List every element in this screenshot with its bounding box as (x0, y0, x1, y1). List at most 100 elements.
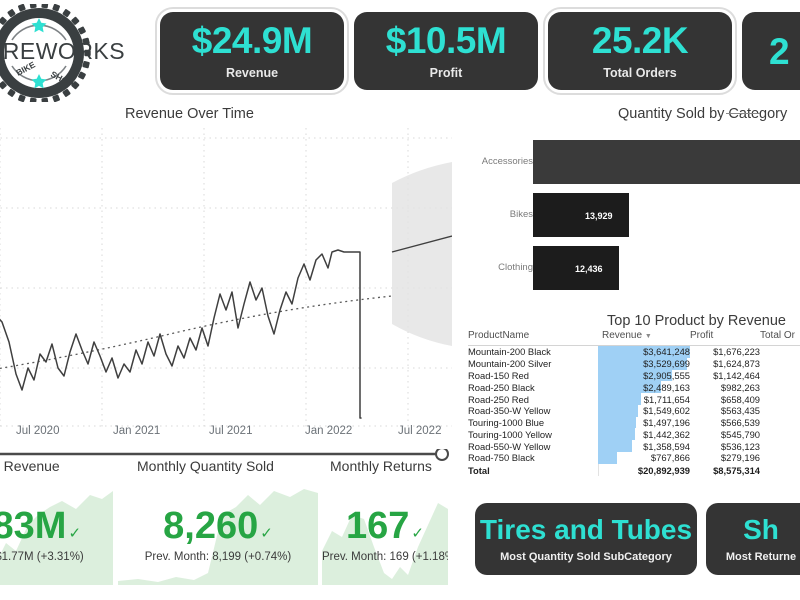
bar-rect[interactable] (533, 246, 619, 290)
revenue-over-time-chart[interactable] (0, 128, 453, 428)
cell-profit: $658,409 (720, 393, 760, 405)
mini-value-text: 8,260 (163, 505, 259, 547)
subcard-most-quantity-sold[interactable]: Tires and Tubes Most Quantity Sold SubCa… (475, 503, 697, 575)
mini-card-value: .83M✓ (0, 507, 113, 545)
subcard-value: Tires and Tubes (479, 513, 693, 545)
cell-revenue: $1,711,654 (598, 393, 690, 405)
cell-profit: $982,263 (720, 381, 760, 393)
line-chart-xaxis: Jul 2020 Jan 2021 Jul 2021 Jan 2022 Jul … (0, 425, 452, 447)
col-revenue[interactable]: Revenue ▼ (598, 330, 690, 346)
kpi-label: Revenue (225, 66, 279, 80)
cell-total-orders (760, 346, 800, 358)
quantity-sold-by-category-chart[interactable]: Accessories Bikes 13,929 Clothing 12,436 (455, 140, 800, 290)
mini-card-monthly-quantity-sold[interactable]: 8,260 ✓ Prev. Month: 8,199 (+0.74%) (118, 485, 318, 585)
cell-total-orders (760, 428, 800, 440)
col-profit[interactable]: Profit (690, 330, 760, 346)
col-total-orders[interactable]: Total Or (760, 330, 800, 346)
sparkline (322, 503, 448, 585)
mini-card-value: 167 ✓ (322, 507, 448, 545)
table-row[interactable]: Road-350-W Yellow $1,549,602 $563,435 (468, 404, 800, 417)
cell-productname: Road-750 Black (468, 452, 535, 464)
top-products-title: Top 10 Product by Revenue (607, 313, 786, 329)
cell-productname: Touring-1000 Blue (468, 417, 545, 429)
cell-productname: Mountain-200 Black (468, 346, 551, 358)
kpi-card-fourth-clipped[interactable]: 2 (742, 12, 800, 90)
col-productname[interactable]: ProductName (468, 330, 598, 346)
kpi-card-profit[interactable]: $10.5M Profit (354, 12, 538, 90)
cell-revenue: $1,442,362 (598, 428, 690, 441)
cell-revenue: $1,358,594 (598, 440, 690, 453)
cell-revenue: $767,866 (598, 452, 690, 464)
kpi-value: 25.2K (591, 20, 689, 61)
cell-profit: $536,123 (720, 440, 760, 452)
cell-profit: $563,435 (720, 405, 760, 417)
subcard-value: Sh (743, 513, 779, 545)
table-row[interactable]: Mountain-200 Black $3,641,248 $1,676,223 (468, 346, 800, 358)
subcard-label: Most Quantity Sold SubCategory (500, 550, 672, 563)
adventureworks-logo: BIKE SHOP NTUREWORKS (0, 4, 127, 102)
cell-total-orders (760, 381, 800, 393)
kpi-card-total-orders[interactable]: 25.2K Total Orders (543, 7, 737, 95)
sparkline (118, 489, 318, 585)
mini-card-monthly-revenue[interactable]: .83M✓ th: $1.77M (+3.31%) (0, 485, 113, 585)
bar-row[interactable]: Accessories (455, 140, 800, 184)
table-row[interactable]: Road-550-W Yellow $1,358,594 $536,123 (468, 440, 800, 453)
xaxis-tick: Jul 2021 (209, 425, 253, 437)
bar-value-label: 12,436 (575, 264, 603, 274)
bar-category-label: Bikes (509, 209, 533, 220)
bar-value-label: 13,929 (585, 211, 613, 221)
mini-card-monthly-returns[interactable]: 167 ✓ Prev. Month: 169 (+1.18%) (322, 485, 448, 585)
cell-productname: Mountain-200 Silver (468, 358, 552, 370)
cell-profit: $566,539 (720, 417, 760, 429)
bar-row[interactable]: Bikes 13,929 (455, 193, 800, 237)
table-row[interactable]: Road-750 Black $767,866 $279,196 (468, 452, 800, 464)
cell-total-orders (760, 358, 800, 370)
cell-total-orders (760, 370, 800, 382)
xaxis-tick: Jul 2020 (16, 425, 60, 437)
cell-productname: Touring-1000 Yellow (468, 428, 552, 440)
cell-productname: Road-550-W Yellow (468, 440, 551, 452)
xaxis-tick: Jan 2021 (113, 425, 161, 437)
cell-total-orders (760, 440, 800, 452)
check-icon: ✓ (68, 525, 82, 542)
xaxis-tick: Jul 2022 (398, 425, 442, 437)
table-row[interactable]: Road-250 Red $1,711,654 $658,409 (468, 393, 800, 405)
revenue-over-time-title: Revenue Over Time (125, 106, 254, 122)
bar-category-label: Accessories (481, 156, 533, 167)
monthly-returns-title: Monthly Returns (330, 458, 432, 474)
kpi-card-revenue[interactable]: $24.9M Revenue (155, 7, 349, 95)
subcard-label: Most Returne (725, 550, 797, 563)
top-10-products-table[interactable]: ProductName Revenue ▼ Profit Total Or Mo… (468, 330, 800, 477)
table-row[interactable]: Mountain-200 Silver $3,529,699 $1,624,873 (468, 357, 800, 370)
cell-productname: Road-150 Red (468, 369, 529, 381)
cell-productname: Road-250 Black (468, 381, 535, 393)
cell-revenue: $2,489,163 (598, 381, 690, 394)
cell-total-orders (760, 464, 800, 476)
check-icon: ✓ (411, 525, 424, 542)
table-row[interactable]: Touring-1000 Blue $1,497,196 $566,539 (468, 416, 800, 429)
cell-profit: $545,790 (720, 428, 760, 440)
table-row[interactable]: Road-150 Red $2,905,555 $1,142,464 (468, 369, 800, 382)
cell-profit: $1,142,464 (713, 369, 760, 381)
kpi-value: $10.5M (385, 20, 507, 61)
xaxis-tick: Jan 2022 (305, 425, 353, 437)
kpi-label: Profit (429, 66, 463, 80)
table-header-row: ProductName Revenue ▼ Profit Total Or (468, 330, 800, 346)
table-row[interactable]: Road-250 Black $2,489,163 $982,263 (468, 381, 800, 394)
subcard-most-returned[interactable]: Sh Most Returne (706, 503, 800, 575)
cell-profit: $279,196 (720, 452, 760, 464)
table-row[interactable]: Touring-1000 Yellow $1,442,362 $545,790 (468, 428, 800, 441)
cell-revenue: $3,529,699 (598, 357, 690, 370)
bar-rect[interactable] (533, 193, 629, 237)
bar-row[interactable]: Clothing 12,436 (455, 246, 800, 290)
bar-rect[interactable] (533, 140, 800, 184)
cell-revenue: $1,549,602 (598, 404, 690, 417)
cell-revenue: $20,892,939 (637, 464, 690, 476)
sort-descending-icon: ▼ (644, 333, 652, 340)
svg-text:NTUREWORKS: NTUREWORKS (0, 38, 125, 64)
mini-value-text: 167 (346, 505, 410, 547)
cell-total-orders (760, 405, 800, 417)
title-underline (726, 113, 760, 114)
cell-revenue: $2,905,555 (598, 369, 690, 382)
